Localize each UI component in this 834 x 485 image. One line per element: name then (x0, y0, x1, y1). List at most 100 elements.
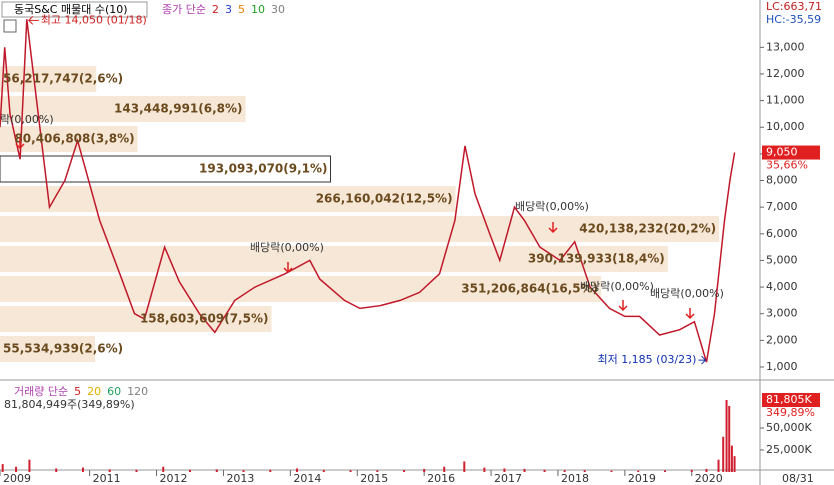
volume-bar (730, 445, 733, 472)
volume-bar (376, 470, 379, 472)
legend-period: 120 (127, 385, 148, 398)
volume-bar (725, 400, 728, 472)
dividend-arrow (548, 222, 558, 234)
volume-bar (583, 470, 586, 472)
volume-bar (543, 469, 546, 472)
y-tick-label: 3,000 (766, 307, 798, 320)
y-tick-label: 6,000 (766, 227, 798, 240)
volume-bar (523, 468, 526, 472)
x-tick-label: 2016 (427, 472, 455, 485)
legend-period: 3 (225, 3, 232, 16)
x-tick-label: 2012 (160, 472, 188, 485)
profile-label: 390,139,933(18,4%) (528, 252, 665, 266)
y-tick-label: 12,000 (766, 67, 805, 80)
volume-bar (717, 459, 720, 472)
volume-bar (162, 466, 165, 472)
profile-label: 351,206,864(16,5%) (461, 282, 598, 296)
header-info: LC:663,71 (766, 0, 822, 13)
volume-y-tick-label: 25,000K (766, 443, 812, 456)
x-tick-label: 2020 (695, 472, 723, 485)
volume-bar (81, 467, 84, 472)
volume-bar (108, 469, 111, 472)
profile-label: 55,534,939(2,6%) (3, 342, 123, 356)
y-tick-label: 10,000 (766, 120, 805, 133)
profile-bar (0, 186, 456, 212)
profile-bar (0, 96, 246, 122)
x-tick-label: 2009 (3, 472, 31, 485)
volume-bar (563, 470, 566, 472)
price-tag (762, 145, 820, 160)
legend-period: 30 (271, 3, 285, 16)
x-tick-label: 2017 (494, 472, 522, 485)
price-line (0, 19, 736, 363)
profile-label: 56,217,747(2,6%) (3, 72, 123, 86)
volume-bar (705, 468, 708, 472)
volume-bar (690, 469, 693, 472)
low-arrow (698, 355, 707, 365)
y-tick-label: 11,000 (766, 94, 805, 107)
legend-period: 2 (212, 3, 219, 16)
volume-bar (664, 470, 666, 472)
table-icon[interactable] (3, 19, 17, 33)
volume-bar (610, 470, 613, 472)
volume-bar (55, 468, 58, 472)
chart-title: 동국S&C 매물대 수(10) (14, 3, 128, 16)
volume-bar (463, 461, 466, 472)
dividend-arrow (618, 300, 628, 312)
volume-bar (242, 470, 245, 472)
volume-bar (443, 466, 446, 472)
y-tick-label: 4,000 (766, 280, 798, 293)
x-tick-label: 2011 (93, 472, 121, 485)
dividend-arrow (15, 138, 25, 150)
volume-bar (296, 468, 299, 472)
volume-info: 81,804,949주(349,89%) (4, 398, 135, 411)
profile-bar (0, 126, 138, 152)
price-tag-label: 9,050 (766, 146, 798, 159)
dividend-arrow (283, 262, 293, 274)
legend-label: 종가 단순 (162, 3, 206, 16)
legend-label: 거래량 단순 (14, 385, 68, 398)
volume-bar (269, 469, 272, 472)
volume-bar (15, 466, 18, 472)
header-info: HC:-35,59 (766, 13, 821, 26)
volume-bar (28, 459, 31, 472)
volume-bar (189, 469, 191, 472)
volume-bar (215, 469, 218, 472)
dividend-label: 배당락(0,00%) (650, 287, 724, 300)
volume-bar (503, 468, 506, 472)
volume-y-tick-label: 50,000K (766, 421, 812, 434)
low-label: 최저 1,185 (03/23) (597, 353, 696, 366)
profile-bar (0, 306, 272, 332)
volume-bar (1, 464, 4, 472)
volume-bar (722, 436, 725, 472)
volume-bar (135, 469, 138, 472)
profile-bar (0, 276, 602, 302)
dividend-label: 락(0,00%) (0, 113, 54, 126)
y-tick-label: 8,000 (766, 174, 798, 187)
legend-period: 5 (238, 3, 245, 16)
volume-bar (733, 456, 736, 472)
volume-tag (762, 393, 820, 408)
x-tick-label: 2019 (628, 472, 656, 485)
profile-label: 266,160,042(12,5%) (316, 192, 453, 206)
y-tick-label: 1,000 (766, 360, 798, 373)
x-tick-label: 2014 (293, 472, 321, 485)
y-tick-label: 13,000 (766, 40, 805, 53)
dividend-label: 배당락(0,00%) (250, 241, 324, 254)
profile-label: 193,093,070(9,1%) (199, 162, 328, 176)
volume-tag-label: 81,805K (766, 393, 812, 406)
x-tick-label: 2013 (226, 472, 254, 485)
volume-bar (403, 470, 406, 472)
legend-period: 60 (107, 385, 121, 398)
profile-bar (0, 155, 332, 183)
volume-bar (483, 467, 486, 472)
volume-bar (728, 406, 731, 472)
volume-bar (349, 470, 352, 472)
profile-label: 80,406,808(3,8%) (14, 132, 134, 146)
x-tick-label: 2018 (561, 472, 589, 485)
legend-period: 10 (251, 3, 265, 16)
volume-bar (637, 470, 640, 472)
y-tick-label: 5,000 (766, 253, 798, 266)
volume-bar (423, 468, 426, 472)
